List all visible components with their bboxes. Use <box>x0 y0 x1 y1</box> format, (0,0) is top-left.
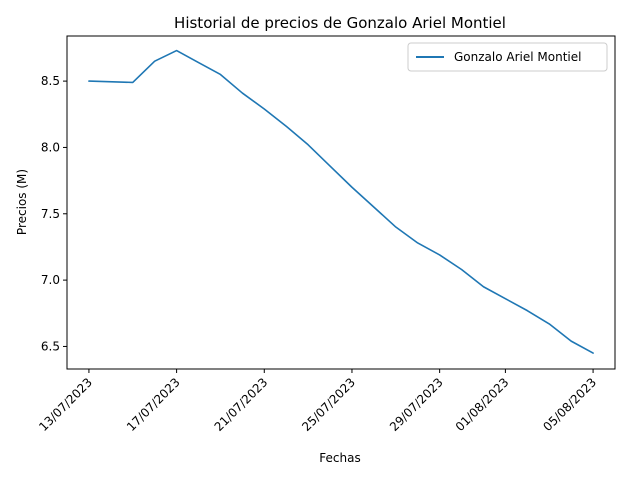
series-line-0 <box>88 49 594 354</box>
legend-label: Gonzalo Ariel Montiel <box>454 50 581 64</box>
y-axis: 6.5 7.0 7.5 8.0 8.5 <box>41 74 67 353</box>
chart-title: Historial de precios de Gonzalo Ariel Mo… <box>174 14 506 32</box>
y-tick-label: 7.0 <box>41 273 60 287</box>
y-tick-label: 8.5 <box>41 74 60 88</box>
x-axis-label: Fechas <box>319 451 360 465</box>
y-tick-label: 7.5 <box>41 207 60 221</box>
plot-frame <box>66 35 616 370</box>
y-axis-label: Precios (M) <box>15 169 29 235</box>
y-tick-label: 8.0 <box>41 140 60 154</box>
legend: Gonzalo Ariel Montiel <box>407 42 608 72</box>
y-tick-label: 6.5 <box>41 339 60 353</box>
series-layer <box>88 49 594 354</box>
legend-box <box>407 42 608 72</box>
